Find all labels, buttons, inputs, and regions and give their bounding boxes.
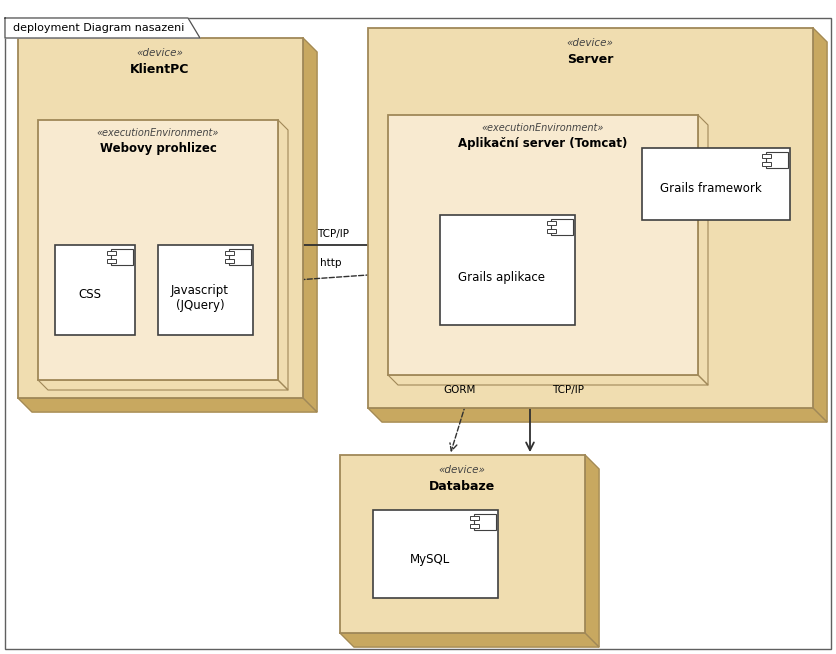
Polygon shape	[340, 633, 599, 647]
Text: Grails aplikace: Grails aplikace	[458, 271, 546, 284]
Text: http: http	[320, 258, 342, 268]
Bar	[373, 510, 498, 598]
Text: Grails framework: Grails framework	[660, 182, 762, 196]
Bar	[547, 221, 556, 225]
Bar	[107, 259, 116, 263]
Polygon shape	[698, 115, 708, 385]
Bar	[55, 245, 135, 335]
Polygon shape	[38, 380, 288, 390]
Bar	[766, 152, 788, 168]
Text: TCP/IP: TCP/IP	[552, 385, 584, 395]
Polygon shape	[368, 408, 827, 422]
Text: «device»: «device»	[567, 38, 614, 48]
Bar	[38, 120, 278, 380]
Text: Javascript
(JQuery): Javascript (JQuery)	[171, 284, 229, 312]
Polygon shape	[303, 38, 317, 412]
Text: «device»: «device»	[136, 48, 183, 58]
Bar	[107, 251, 116, 255]
Polygon shape	[585, 455, 599, 647]
Polygon shape	[18, 398, 317, 412]
Text: KlientPC: KlientPC	[130, 63, 190, 76]
Bar	[762, 154, 771, 158]
Polygon shape	[278, 120, 288, 390]
Bar	[225, 251, 234, 255]
Bar	[440, 215, 575, 325]
Bar	[111, 249, 133, 265]
Text: «executionEnvironment»: «executionEnvironment»	[482, 123, 604, 133]
Text: TCP/IP: TCP/IP	[317, 229, 349, 239]
Text: deployment Diagram nasazeni: deployment Diagram nasazeni	[13, 23, 185, 33]
Bar	[762, 162, 771, 166]
Text: «device»: «device»	[439, 465, 486, 475]
Text: Server: Server	[567, 53, 613, 66]
Bar	[388, 115, 698, 375]
Text: Databaze: Databaze	[429, 480, 495, 493]
Bar	[470, 516, 479, 520]
Text: GORM: GORM	[444, 385, 477, 395]
Bar	[474, 514, 496, 530]
Polygon shape	[388, 375, 708, 385]
Bar	[158, 245, 253, 335]
Bar	[547, 229, 556, 233]
Bar	[368, 28, 813, 408]
Bar	[229, 249, 251, 265]
Bar	[340, 455, 585, 633]
Bar	[642, 148, 790, 220]
Polygon shape	[5, 18, 200, 38]
Bar	[551, 219, 573, 235]
Bar	[18, 38, 303, 398]
Bar	[470, 524, 479, 528]
Bar	[225, 259, 234, 263]
Text: Webovy prohlizec: Webovy prohlizec	[99, 142, 217, 155]
Polygon shape	[813, 28, 827, 422]
Text: «executionEnvironment»: «executionEnvironment»	[97, 128, 219, 138]
Text: MySQL: MySQL	[410, 553, 450, 566]
Text: Aplikační server (Tomcat): Aplikační server (Tomcat)	[458, 137, 628, 150]
Text: CSS: CSS	[79, 288, 101, 301]
